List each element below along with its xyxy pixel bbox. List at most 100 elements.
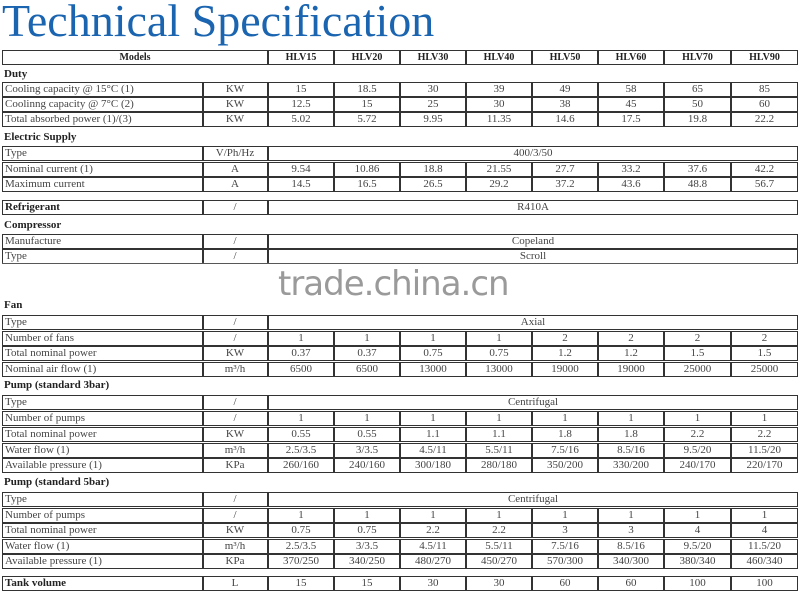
table-row: Number of pumps/1 1 1 1 1 1 1 1 (2, 508, 799, 523)
row-value: 5.72 (334, 112, 400, 127)
row-value: 37.6 (664, 162, 731, 177)
row-value: 15 (334, 97, 400, 112)
row-value: 15 (268, 82, 334, 97)
model-header-hlv90: HLV90 (731, 50, 798, 65)
row-value: 27.7 (532, 162, 598, 177)
row-label: Coolinng capacity @ 7°C (2) (2, 97, 204, 112)
row-value: 240/170 (664, 458, 731, 473)
section-heading: Pump (standard 5bar) (4, 476, 110, 488)
row-value: 1 (664, 411, 731, 426)
row-value: 1 (532, 508, 598, 523)
row-value: 60 (731, 97, 798, 112)
row-value: 19000 (532, 362, 598, 377)
table-row: Tank volume L 15 15 30 30 60 60 100 100 (2, 576, 799, 591)
model-header-hlv20: HLV20 (334, 50, 400, 65)
row-label: Water flow (1) (2, 539, 204, 554)
watermark-band (0, 262, 800, 302)
model-header-hlv50: HLV50 (532, 50, 598, 65)
row-value-span: Centrifugal (268, 395, 798, 410)
row-unit: A (202, 162, 268, 177)
row-value: 60 (532, 576, 598, 591)
row-value: 2.2 (664, 427, 731, 442)
row-value: 10.86 (334, 162, 400, 177)
row-label: Nominal air flow (1) (2, 362, 204, 377)
row-value: 85 (731, 82, 798, 97)
row-value: 3 (532, 523, 598, 538)
model-header-hlv40: HLV40 (466, 50, 532, 65)
row-value: 1 (334, 508, 400, 523)
row-unit: A (202, 177, 268, 192)
table-row: Nominal air flow (1) m³/h 6500 6500 13000 130… (2, 362, 799, 377)
row-value: 1.2 (598, 346, 664, 361)
row-unit: KW (202, 82, 268, 97)
row-value: 1.8 (598, 427, 664, 442)
row-value: 1 (268, 411, 334, 426)
row-unit: / (202, 395, 268, 410)
row-value: 6500 (268, 362, 334, 377)
table-row: Refrigerant / R410A (2, 200, 799, 215)
table-row: Available pressure (1) KPa 260/160 240/160 3… (2, 458, 799, 473)
row-unit: KPa (202, 554, 268, 569)
row-value: 1 (731, 411, 798, 426)
row-value: 1.5 (731, 346, 798, 361)
row-value: 1 (400, 411, 466, 426)
row-value: 18.5 (334, 82, 400, 97)
row-label: Type (2, 492, 204, 507)
row-value: 4 (664, 523, 731, 538)
row-unit: KW (202, 112, 268, 127)
row-value: 1 (532, 411, 598, 426)
row-value: 8.5/16 (598, 443, 664, 458)
row-unit: / (202, 492, 268, 507)
section-heading: Fan (4, 299, 23, 311)
row-value: 260/160 (268, 458, 334, 473)
row-unit: / (202, 315, 268, 330)
row-value: 11.5/20 (731, 443, 798, 458)
row-value: 1 (400, 508, 466, 523)
page-title: Technical Specification (2, 0, 435, 46)
row-value: 3/3.5 (334, 539, 400, 554)
row-value: 9.5/20 (664, 539, 731, 554)
row-value: 18.8 (400, 162, 466, 177)
header-row: Models HLV15 HLV20 HLV30 HLV40 HLV50 HLV60 HLV7… (2, 50, 799, 65)
row-value: 3 (598, 523, 664, 538)
row-value: 45 (598, 97, 664, 112)
row-label: Number of fans (2, 331, 204, 346)
row-label: Refrigerant (2, 200, 204, 215)
row-value: 25000 (664, 362, 731, 377)
row-value: 6500 (334, 362, 400, 377)
table-row: Available pressure (1) KPa 370/250 340/250 4… (2, 554, 799, 569)
row-unit: KW (202, 97, 268, 112)
row-value: 19000 (598, 362, 664, 377)
table-row: Manufacture / Copeland (2, 234, 799, 249)
row-value: 5.02 (268, 112, 334, 127)
row-unit: V/Ph/Hz (202, 146, 268, 161)
row-label: Manufacture (2, 234, 204, 249)
section-heading: Pump (standard 3bar) (4, 379, 110, 391)
row-label: Type (2, 315, 204, 330)
row-value: 0.55 (334, 427, 400, 442)
row-label: Total nominal power (2, 427, 204, 442)
row-value: 2 (598, 331, 664, 346)
row-value: 1 (400, 331, 466, 346)
row-value: 42.2 (731, 162, 798, 177)
row-value: 11.5/20 (731, 539, 798, 554)
row-value: 1 (598, 411, 664, 426)
row-label: Type (2, 395, 204, 410)
row-value: 38 (532, 97, 598, 112)
row-value-span: 400/3/50 (268, 146, 798, 161)
row-unit: L (202, 576, 268, 591)
row-value: 48.8 (664, 177, 731, 192)
table-row: Total nominal power KW 0.55 0.55 1.1 1.1 1.8 1.… (2, 427, 799, 442)
row-value: 30 (466, 576, 532, 591)
row-label: Nominal current (1) (2, 162, 204, 177)
table-row: Nominal current (1) A 9.54 10.86 18.8 21.55 27… (2, 162, 799, 177)
row-value: 4 (731, 523, 798, 538)
row-value: 7.5/16 (532, 539, 598, 554)
row-value: 58 (598, 82, 664, 97)
row-value: 0.55 (268, 427, 334, 442)
row-value: 1 (268, 508, 334, 523)
row-value: 2.5/3.5 (268, 539, 334, 554)
row-label: Water flow (1) (2, 443, 204, 458)
row-value: 0.75 (400, 346, 466, 361)
row-value: 25 (400, 97, 466, 112)
